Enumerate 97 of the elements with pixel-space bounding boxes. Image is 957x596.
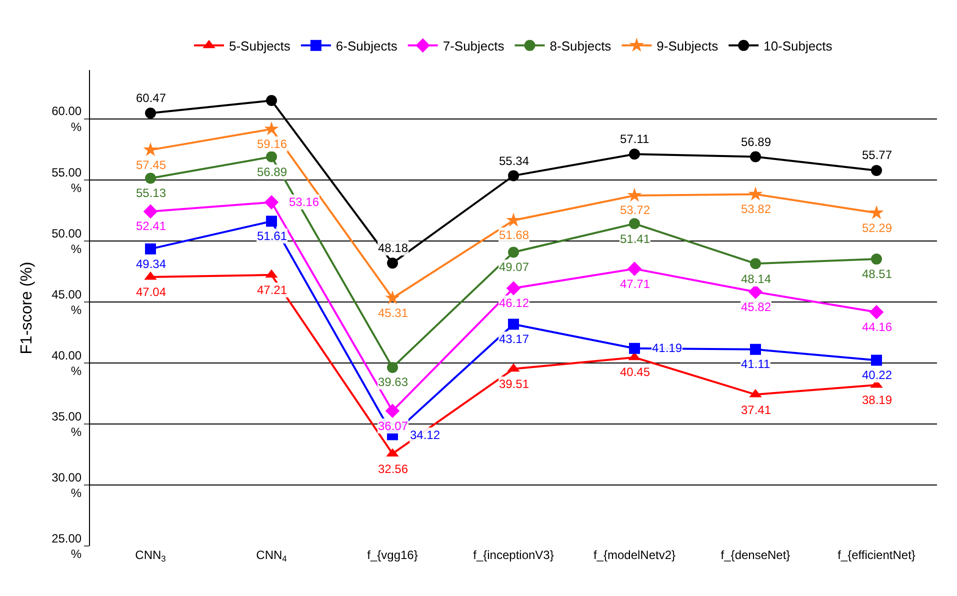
x-tick-label: f_{efficientNet} — [838, 548, 916, 562]
point — [750, 151, 761, 162]
legend-label: 10-Subjects — [764, 38, 833, 54]
point — [145, 108, 156, 119]
point — [508, 318, 519, 330]
point — [264, 195, 279, 210]
data-label: 55.77 — [862, 148, 892, 162]
data-label: 56.89 — [741, 135, 772, 149]
data-label: 37.41 — [741, 403, 772, 417]
point — [143, 204, 158, 219]
y-tick-label: 60.00 % — [52, 104, 82, 134]
point — [266, 216, 277, 227]
legend-label: 6-Subjects — [336, 38, 398, 54]
point — [627, 262, 642, 276]
data-label: 46.12 — [499, 296, 530, 310]
data-label: 47.04 — [136, 285, 166, 299]
data-label: 56.89 — [257, 165, 288, 179]
y-tick-label: 40.00 % — [52, 348, 82, 378]
y-tick-label: 30.00 % — [52, 470, 82, 500]
point — [508, 170, 519, 182]
data-label: 38.19 — [862, 393, 892, 407]
point — [871, 254, 882, 265]
data-label: 59.16 — [257, 137, 288, 151]
data-label: 53.16 — [289, 195, 320, 209]
data-label: 34.12 — [410, 428, 440, 442]
data-label: 45.82 — [741, 300, 772, 314]
data-label: 57.45 — [136, 158, 166, 172]
point — [145, 243, 156, 254]
point — [629, 218, 640, 230]
point — [266, 95, 277, 106]
y-tick-label: 55.00 % — [52, 165, 82, 195]
point — [629, 148, 640, 160]
legend-label: 5-Subjects — [229, 38, 291, 54]
x-tick-label: f_{vgg16} — [367, 548, 418, 562]
point — [748, 186, 763, 200]
point — [750, 258, 761, 270]
data-label: 45.31 — [378, 306, 408, 320]
data-label: 55.34 — [499, 154, 530, 168]
point — [869, 205, 884, 220]
data-label: 32.56 — [378, 462, 408, 476]
point — [508, 246, 519, 258]
point — [266, 151, 277, 162]
x-tick-label: f_{inceptionV3} — [473, 548, 554, 562]
data-label: 48.14 — [741, 272, 772, 286]
data-label: 57.11 — [620, 132, 650, 146]
data-label: 60.47 — [136, 91, 166, 105]
legend-label: 9-Subjects — [656, 38, 719, 54]
data-label: 53.82 — [741, 202, 772, 216]
y-tick-label: 25.00 % — [52, 531, 82, 561]
data-label: 47.71 — [620, 277, 650, 291]
data-label: 36.07 — [378, 419, 408, 433]
y-tick-label: 50.00 % — [52, 226, 82, 256]
x-tick-label: CNN$_{3}$ — [135, 548, 166, 564]
data-label: 44.16 — [862, 320, 892, 334]
data-label: 48.18 — [378, 241, 408, 255]
data-label: 47.21 — [257, 283, 288, 297]
point — [748, 284, 763, 300]
point — [506, 281, 521, 296]
point — [871, 354, 882, 366]
data-label: 41.11 — [741, 357, 770, 371]
data-label: 55.13 — [136, 186, 166, 200]
point — [143, 142, 158, 156]
data-label: 43.17 — [499, 332, 530, 346]
data-label: 52.29 — [862, 221, 892, 235]
point — [627, 188, 642, 202]
point — [750, 344, 761, 355]
data-label: 39.63 — [378, 375, 408, 389]
data-label: 48.51 — [862, 267, 892, 281]
data-label: 49.34 — [136, 257, 166, 271]
data-label: 49.07 — [499, 260, 530, 274]
y-tick-label: 45.00 % — [52, 287, 82, 317]
point — [869, 305, 884, 320]
data-label: 39.51 — [499, 377, 530, 391]
point — [385, 290, 400, 304]
data-label: 51.41 — [620, 232, 650, 246]
point — [145, 172, 156, 184]
point — [871, 164, 882, 176]
x-tick-label: CNN$_{4}$ — [256, 548, 288, 564]
point — [264, 121, 279, 136]
legend-label: 8-Subjects — [550, 38, 612, 54]
data-label: 52.41 — [136, 219, 166, 233]
data-label: 51.61 — [257, 229, 288, 243]
data-label: 53.72 — [620, 203, 650, 217]
point — [387, 362, 398, 373]
data-label: 41.19 — [652, 341, 682, 355]
y-tick-label: 35.00 % — [52, 409, 82, 439]
point — [629, 342, 640, 354]
point — [385, 404, 400, 418]
point — [387, 258, 398, 269]
data-label: 40.22 — [862, 368, 892, 382]
point — [506, 212, 521, 227]
x-tick-label: f_{modelNetv2} — [593, 548, 676, 562]
y-axis-title: F1-score (%) — [18, 262, 36, 354]
legend-label: 7-Subjects — [442, 38, 505, 54]
data-label: 40.45 — [620, 365, 650, 379]
data-label: 51.68 — [499, 228, 530, 242]
x-tick-label: f_{denseNet} — [720, 548, 790, 562]
